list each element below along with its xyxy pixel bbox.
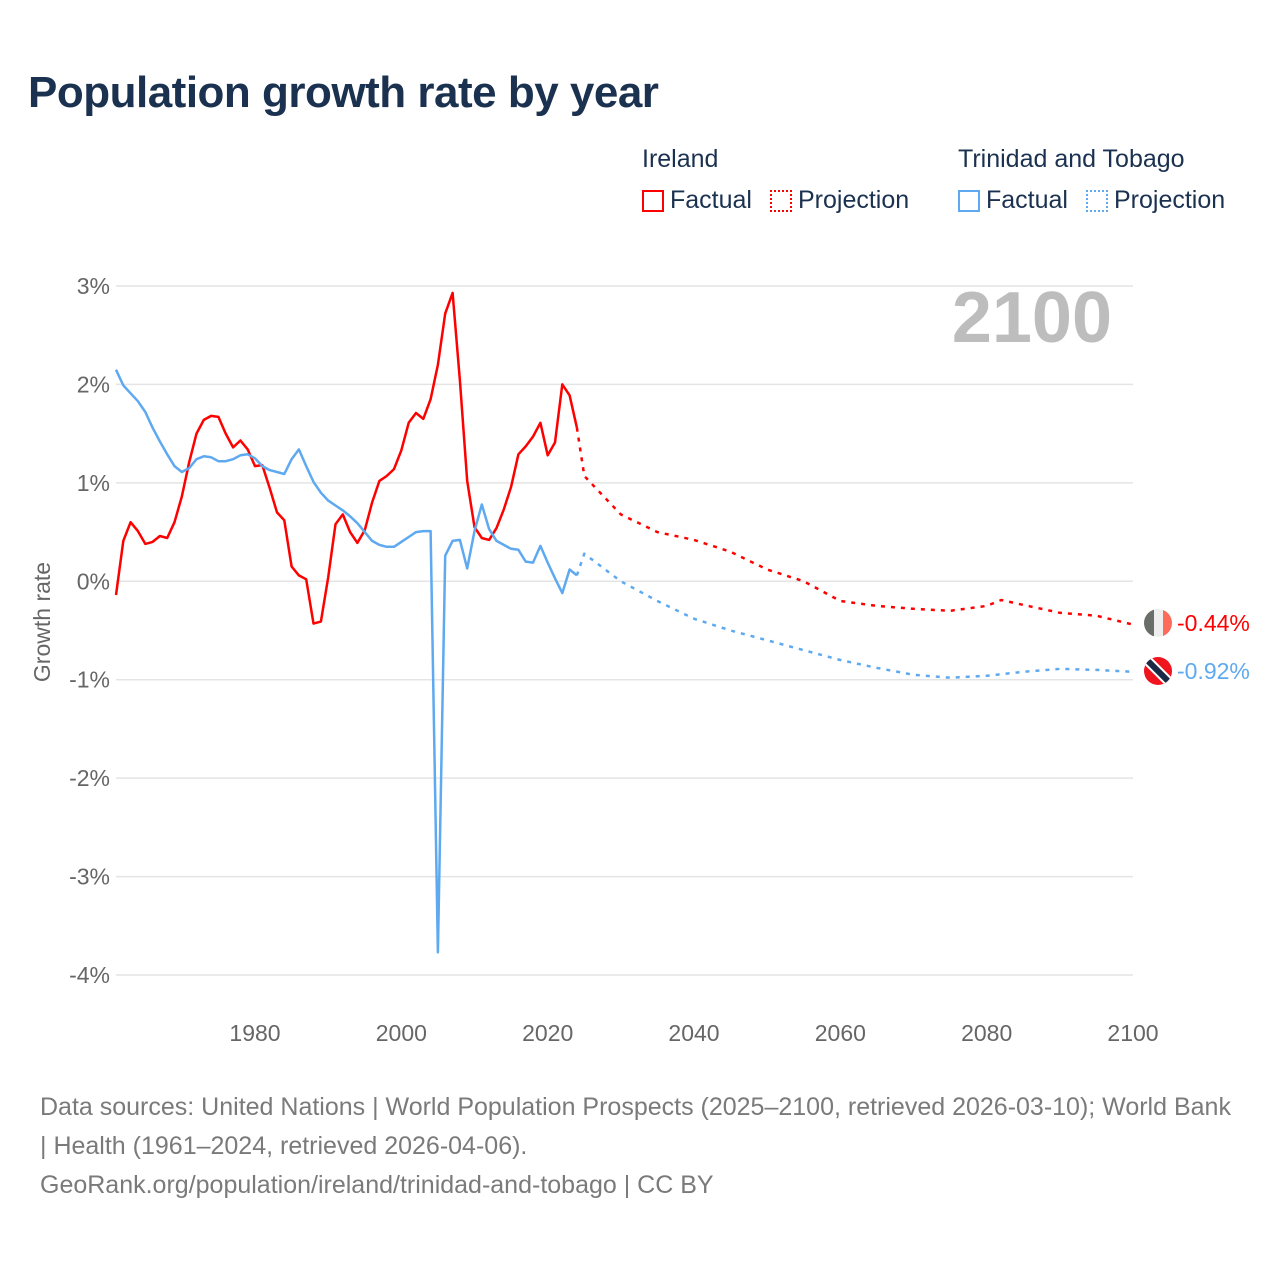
legend-trinidad-projection[interactable]: Projection xyxy=(1085,186,1226,215)
x-tick-label: 2080 xyxy=(961,1020,1012,1046)
credit-link[interactable]: GeoRank.org/population/ireland/trinidad-… xyxy=(40,1171,714,1199)
legend-trinidad-factual[interactable]: Factual xyxy=(958,186,1068,215)
year-label: 2100 xyxy=(952,278,1112,358)
trinidad-flag-icon xyxy=(1144,657,1172,685)
y-tick-label: -2% xyxy=(69,765,110,791)
y-tick-label: 0% xyxy=(77,568,110,594)
x-tick-label: 2020 xyxy=(522,1020,573,1046)
legend-trinidad: Trinidad and Tobago Factual Projection xyxy=(958,145,1225,215)
y-tick-label: -3% xyxy=(69,864,110,890)
footer: Data sources: United Nations | World Pop… xyxy=(40,1088,1240,1205)
legend-ireland-projection[interactable]: Projection xyxy=(769,186,910,215)
y-tick-label: 2% xyxy=(77,371,110,397)
trinidad-end-label: -0.92% xyxy=(1177,658,1250,684)
trinidad-and-tobago-factual-line xyxy=(114,369,578,954)
solid-swatch-icon xyxy=(642,189,664,212)
legend-label: Projection xyxy=(1113,186,1226,214)
ireland-end-label: -0.44% xyxy=(1177,610,1250,636)
legend-label: Projection xyxy=(797,186,910,214)
x-tick-label: 2060 xyxy=(815,1020,866,1046)
legend-group-name: Ireland xyxy=(642,145,719,173)
ireland-projection-line xyxy=(575,427,1134,626)
x-tick-label: 2100 xyxy=(1107,1020,1158,1046)
legend-group-name: Trinidad and Tobago xyxy=(958,145,1185,173)
dotted-swatch-icon xyxy=(1085,189,1108,212)
legend-label: Factual xyxy=(986,186,1068,214)
legend-label: Factual xyxy=(670,186,752,214)
page-title: Population growth rate by year xyxy=(28,68,659,117)
data-sources: Data sources: United Nations | World Pop… xyxy=(40,1093,1231,1160)
dotted-swatch-icon xyxy=(769,189,792,212)
x-tick-label: 2040 xyxy=(668,1020,719,1046)
legend-ireland-factual[interactable]: Factual xyxy=(642,186,752,215)
y-axis-label: Growth rate xyxy=(29,562,55,682)
y-tick-label: 1% xyxy=(77,470,110,496)
legend-ireland: Ireland Factual Projection xyxy=(642,145,909,215)
ireland-factual-line xyxy=(114,291,579,625)
y-tick-label: -1% xyxy=(69,667,110,693)
y-tick-label: -4% xyxy=(69,962,110,988)
solid-swatch-icon xyxy=(958,189,980,212)
x-tick-label: 2000 xyxy=(376,1020,427,1046)
x-tick-label: 1980 xyxy=(229,1020,280,1046)
ireland-flag-icon xyxy=(1144,609,1172,637)
y-tick-label: 3% xyxy=(77,273,110,299)
trinidad-and-tobago-projection-line xyxy=(575,552,1134,679)
